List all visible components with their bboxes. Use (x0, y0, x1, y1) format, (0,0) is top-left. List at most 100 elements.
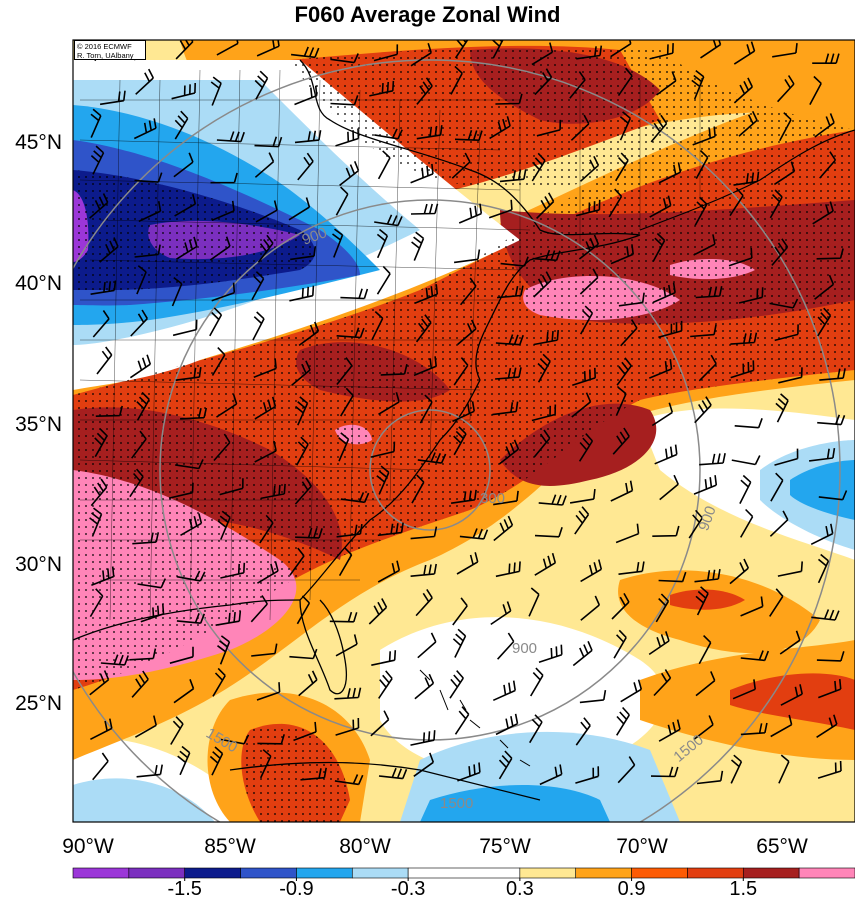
wind-barb-98 (209, 236, 231, 261)
wind-barb-81 (288, 197, 311, 221)
wind-barb-206 (731, 455, 761, 466)
colorbar-bin-3 (240, 867, 297, 879)
wind-barb-218 (450, 489, 477, 504)
wind-barb-27 (416, 77, 433, 105)
wind-barb-117 (211, 282, 236, 302)
coastline-bahamas (419, 669, 531, 767)
wind-barb-240 (574, 506, 590, 535)
wind-barb-213 (260, 483, 286, 500)
wind-barb-58 (134, 172, 163, 183)
wind-barb-112 (771, 238, 789, 266)
wind-barb-198 (417, 452, 447, 464)
wind-barb-116 (171, 276, 183, 307)
wind-barb-313 (449, 670, 464, 699)
wind-barb-16 (733, 41, 756, 65)
lon-label-65w: 65°W (756, 835, 808, 858)
stipple-nw (73, 170, 315, 290)
wind-barb-77 (138, 201, 162, 223)
map-title: F060 Average Zonal Wind (294, 2, 561, 27)
wind-barb-259 (580, 559, 603, 583)
wind-barb-67 (499, 169, 527, 183)
lat-label-45: 45°N (15, 131, 62, 154)
wind-barb-165 (616, 357, 632, 386)
wind-barb-201 (533, 429, 551, 458)
wind-barb-63 (339, 160, 360, 187)
wind-barb-69 (579, 155, 600, 182)
wind-barb-13 (610, 40, 632, 58)
wind-barb-54 (738, 110, 758, 137)
lon-label-70w: 70°W (616, 835, 668, 858)
wind-barb-257 (495, 561, 521, 578)
lat-label-25: 25°N (15, 692, 62, 715)
wind-barb-300 (698, 635, 712, 665)
wind-barb-189 (817, 414, 846, 426)
wind-barb-202 (578, 433, 594, 462)
wind-barb-321 (780, 684, 803, 706)
wind-barb-191 (131, 430, 147, 459)
wind-barb-232 (259, 514, 274, 544)
wind-barb-220 (538, 494, 567, 506)
wind-barb-82 (335, 186, 349, 216)
wind-barb-95 (99, 237, 119, 263)
lon-label-75w: 75°W (479, 835, 531, 858)
wind-barb-5 (291, 46, 320, 59)
wind-barb-287 (169, 646, 194, 664)
credit-line-1: © 2016 ECMWF (77, 42, 132, 51)
wind-barb-83 (374, 214, 403, 227)
lat-label-40: 40°N (15, 272, 62, 295)
wind-barb-169 (778, 367, 803, 384)
range-ring-900 (159, 199, 701, 741)
credit-box: © 2016 ECMWF R. Torn, UAlbany (74, 40, 146, 60)
colorbar-bin-7 (519, 867, 577, 879)
wind-barb-348 (334, 774, 364, 786)
lat-label-35: 35°N (15, 413, 62, 436)
wind-barb-30 (534, 68, 553, 96)
wind-barb-293 (417, 632, 437, 659)
wind-barb-178 (378, 392, 400, 415)
wind-barb-224 (693, 475, 718, 495)
wind-barb-65 (410, 163, 434, 184)
wind-barb-193 (213, 433, 231, 462)
wind-barb-19 (99, 90, 126, 106)
colorbar-label-3: 0.3 (505, 878, 534, 900)
wind-barb-314 (492, 680, 516, 702)
wind-barb-174 (216, 394, 238, 418)
credit-line-2: R. Torn, UAlbany (77, 51, 134, 60)
wind-barb-167 (698, 354, 717, 382)
wind-barb-160 (413, 356, 437, 377)
coastline-east (299, 59, 641, 695)
wind-barb-62 (297, 152, 314, 181)
wind-barb-29 (495, 93, 523, 105)
wind-barb-6 (330, 53, 359, 64)
wind-barb-92 (729, 187, 744, 217)
wind-barb-341 (816, 714, 838, 738)
wind-barb-358 (730, 754, 743, 784)
wind-barb-146 (620, 319, 638, 347)
map-frame (72, 39, 855, 823)
wind-barb-21 (171, 82, 196, 100)
colorbar-label-5: 1.5 (729, 878, 758, 900)
wind-barb-336 (616, 706, 630, 736)
wind-barb-80 (255, 200, 278, 223)
wind-barb-236 (410, 526, 438, 540)
wind-barb-110 (693, 234, 716, 256)
wind-barb-308 (256, 682, 281, 701)
wind-barb-184 (615, 386, 627, 417)
wind-barb-47 (454, 130, 483, 141)
wind-barb-303 (816, 651, 845, 662)
wind-barb-284 (811, 609, 840, 621)
wind-barb-101 (332, 228, 344, 258)
wind-barb-347 (300, 767, 327, 781)
wind-barb-346 (259, 749, 272, 779)
wind-barb-252 (289, 547, 305, 576)
wind-barb-18 (812, 53, 840, 64)
wind-barb-283 (769, 588, 784, 617)
wind-barb-262 (694, 568, 721, 583)
wind-barb-89 (608, 188, 623, 218)
wind-barb-76 (89, 193, 109, 219)
wind-barb-242 (652, 525, 680, 537)
wind-barb-277 (528, 587, 540, 617)
wind-barb-31 (569, 71, 586, 99)
lon-label-80w: 80°W (339, 835, 391, 858)
wind-barb-142 (457, 319, 477, 346)
